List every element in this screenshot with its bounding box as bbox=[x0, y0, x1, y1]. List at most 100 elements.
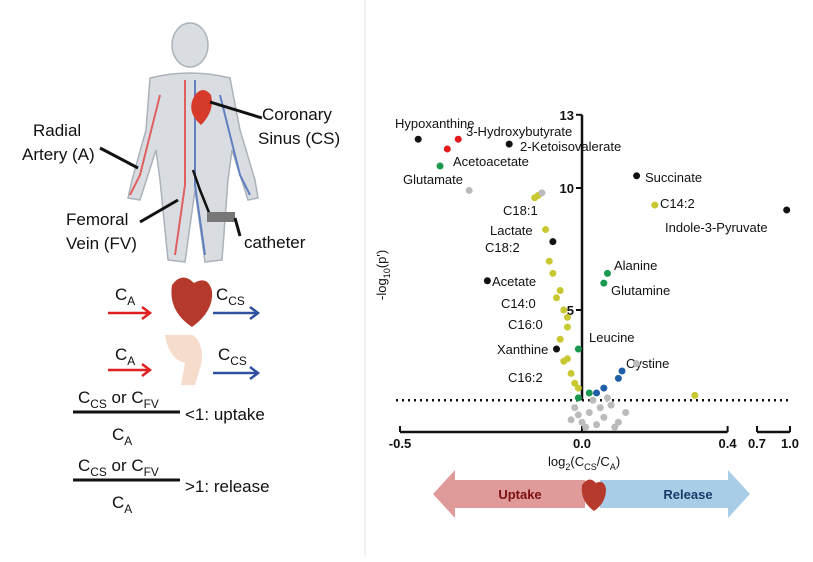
x-tick-label: 1.0 bbox=[781, 436, 799, 451]
formula: CA bbox=[115, 285, 135, 308]
data-point bbox=[560, 306, 568, 314]
formula: log2(CCS/CA) bbox=[548, 454, 620, 472]
data-point bbox=[549, 238, 557, 246]
x-tick-label: 0.0 bbox=[573, 436, 591, 451]
text-part: -log bbox=[374, 278, 389, 300]
data-point bbox=[436, 162, 444, 170]
x-tick-label: 0.4 bbox=[719, 436, 738, 451]
subscript: A bbox=[610, 462, 617, 472]
release-label: Release bbox=[663, 487, 712, 502]
data-point bbox=[593, 389, 601, 397]
femoral-label: Femoral bbox=[66, 210, 128, 229]
coronary-label: Sinus (CS) bbox=[258, 129, 340, 148]
point-label: Succinate bbox=[645, 170, 702, 185]
data-point bbox=[585, 408, 593, 416]
x-tick-label: 0.7 bbox=[748, 436, 766, 451]
text-part: C bbox=[115, 345, 127, 364]
subscript: A bbox=[127, 294, 135, 308]
leader-lines bbox=[99, 100, 263, 237]
data-point bbox=[542, 225, 550, 233]
data-point bbox=[593, 421, 601, 429]
data-point bbox=[556, 335, 564, 343]
text-part: (C bbox=[570, 454, 584, 469]
subscript: CS bbox=[228, 294, 245, 308]
subscript: 2 bbox=[565, 462, 570, 472]
point-label: Xanthine bbox=[497, 342, 548, 357]
data-point bbox=[600, 384, 608, 392]
data-point bbox=[578, 418, 586, 426]
y-tick-label: 5 bbox=[567, 303, 574, 318]
femoral-label: Vein (FV) bbox=[66, 234, 137, 253]
data-point bbox=[611, 423, 619, 431]
formula: CCS bbox=[218, 345, 247, 368]
x-tick-label: -0.5 bbox=[389, 436, 411, 451]
text-part: /C bbox=[597, 454, 610, 469]
text-part: C bbox=[78, 388, 90, 407]
formula: CA bbox=[112, 425, 132, 448]
data-point bbox=[563, 313, 571, 321]
data-point bbox=[633, 172, 641, 180]
point-label: C14:2 bbox=[660, 196, 695, 211]
data-point bbox=[553, 345, 561, 353]
release-rule: >1: release bbox=[185, 477, 270, 496]
point-label: Hypoxanthine bbox=[395, 116, 475, 131]
point-label: 3-Hydroxybutyrate bbox=[466, 124, 572, 139]
subscript: CS bbox=[90, 397, 107, 411]
data-point bbox=[585, 389, 593, 397]
data-point bbox=[563, 323, 571, 331]
data-point bbox=[603, 269, 611, 277]
flow-arrows bbox=[108, 306, 261, 380]
point-label: Glutamate bbox=[403, 172, 463, 187]
data-point bbox=[571, 379, 579, 387]
formula: CA bbox=[115, 345, 135, 368]
point-label: Lactate bbox=[490, 223, 533, 238]
heart-icon bbox=[581, 479, 606, 511]
heart-icon bbox=[171, 277, 213, 327]
data-point bbox=[614, 374, 622, 382]
data-point bbox=[651, 201, 659, 209]
point-label: C16:2 bbox=[508, 370, 543, 385]
subscript: 10 bbox=[382, 268, 392, 278]
data-point bbox=[622, 408, 630, 416]
text-part: C bbox=[112, 425, 124, 444]
heart-icon bbox=[191, 90, 212, 125]
text-part: C bbox=[216, 285, 228, 304]
formula: CCS or CFV bbox=[78, 388, 159, 411]
data-point bbox=[574, 345, 582, 353]
point-label: Leucine bbox=[589, 330, 635, 345]
data-point bbox=[574, 384, 582, 392]
text-part: C bbox=[78, 456, 90, 475]
vessels bbox=[129, 80, 251, 256]
data-point bbox=[574, 394, 582, 402]
subscript: FV bbox=[144, 397, 159, 411]
text-part: C bbox=[115, 285, 127, 304]
point-label: 2-Ketoisovalerate bbox=[520, 139, 621, 154]
data-point bbox=[563, 355, 571, 363]
subscript: CS bbox=[230, 354, 247, 368]
point-label: C18:1 bbox=[503, 203, 538, 218]
data-point bbox=[633, 360, 641, 368]
radial-label: Radial bbox=[33, 121, 81, 140]
data-point bbox=[614, 418, 622, 426]
point-label: Glutamine bbox=[611, 283, 670, 298]
y-tick-label: 13 bbox=[560, 108, 574, 123]
data-point bbox=[607, 401, 615, 409]
formula: CCS bbox=[216, 285, 245, 308]
data-point bbox=[538, 189, 546, 197]
data-point bbox=[553, 294, 561, 302]
subscript: CS bbox=[584, 462, 597, 472]
formula: CA bbox=[112, 493, 132, 516]
catheter-label: catheter bbox=[244, 233, 306, 252]
data-point bbox=[549, 269, 557, 277]
formula: CCS or CFV bbox=[78, 456, 159, 479]
uptake-rule: <1: uptake bbox=[185, 405, 265, 424]
release-arrow bbox=[600, 470, 750, 518]
point-label: Acetate bbox=[492, 274, 536, 289]
data-point bbox=[783, 206, 791, 214]
point-label: C14:0 bbox=[501, 296, 536, 311]
text-part: C bbox=[112, 493, 124, 512]
text-part: C bbox=[218, 345, 230, 364]
y-axis-label: -log10(p') bbox=[374, 250, 392, 300]
data-point bbox=[465, 186, 473, 194]
